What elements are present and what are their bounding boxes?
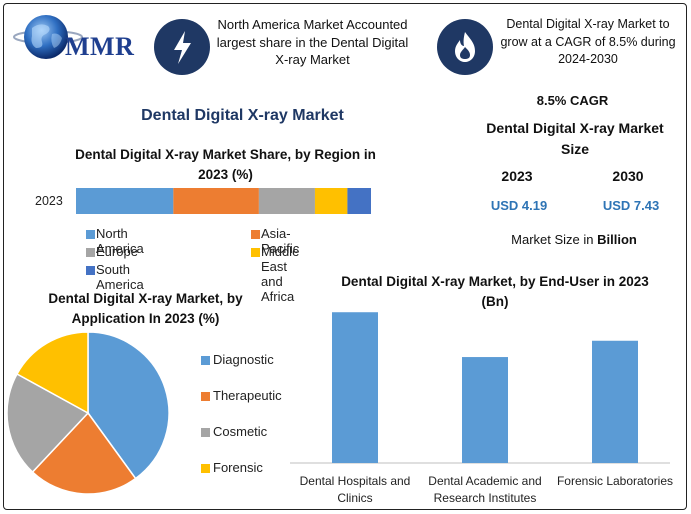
end-user-category-label-dental-academic-and-research-institutes: Dental Academic and Research Institutes [428, 474, 542, 505]
lightning-icon [154, 19, 210, 75]
pie-slice-forensic [16, 331, 89, 415]
region-bar-segment-middle-east-and-africa [314, 188, 348, 214]
year-2023: 2023 [501, 168, 533, 184]
logo-text: MMR [65, 32, 135, 61]
pie-slice-cosmetic [6, 372, 90, 474]
end-user-bar-dental-hospitals-and-clinics [332, 312, 378, 463]
year-2030: 2030 [612, 168, 644, 184]
pie-legend-label-cosmetic: Cosmetic [213, 424, 268, 439]
legend-label-north-america: North America [96, 226, 144, 256]
main-title: Dental Digital X-ray Market [141, 107, 344, 124]
legend-label-middle-east-and-africa: Middle East and Africa [261, 244, 300, 304]
value-2023: USD 4.19 [490, 198, 548, 213]
legend-label-asia-pacific: Asia-Pacific [261, 226, 300, 256]
region-year-label: 2023 [35, 194, 63, 208]
header-info-2: Dental Digital X-ray Market to grow at a… [500, 17, 676, 66]
application-pie-chart [6, 331, 170, 495]
pie-legend-swatch-therapeutic [201, 392, 210, 401]
pie-legend-label-diagnostic: Diagnostic [213, 352, 274, 367]
region-bar-segment-asia-pacific [173, 188, 259, 214]
region-bar-segment-north-america [76, 188, 174, 214]
pie-legend-swatch-diagnostic [201, 356, 210, 365]
end-user-bar-chart [290, 312, 670, 464]
end-user-bar-dental-academic-and-research-institutes [462, 357, 508, 463]
size-note: Market Size in Billion [480, 232, 668, 247]
pie-legend-swatch-cosmetic [201, 428, 210, 437]
end-user-category-label-forensic-laboratories: Forensic Laboratories [556, 474, 674, 488]
pie-legend-label-therapeutic: Therapeutic [213, 388, 282, 403]
end-user-category-label-dental-hospitals-and-clinics: Dental Hospitals and Clinics [299, 474, 411, 505]
legend-swatch-south-america [86, 266, 95, 275]
legend-swatch-europe [86, 248, 95, 257]
flame-icon [437, 19, 493, 75]
application-chart-title: Dental Digital X-ray Market, by Applicat… [48, 291, 243, 326]
legend-swatch-middle-east-and-africa [251, 248, 260, 257]
legend-swatch-asia-pacific [251, 230, 260, 239]
pie-legend-swatch-forensic [201, 464, 210, 473]
region-bar-segment-south-america [347, 188, 371, 214]
header-info-1: North America Market Accounted largest s… [216, 17, 409, 67]
size-note-unit: Billion [597, 232, 637, 247]
pie-slice-therapeutic [31, 411, 137, 495]
size-note-prefix: Market Size in [511, 232, 598, 247]
pie-slice-diagnostic [87, 331, 170, 480]
legend-label-europe: Europe [96, 244, 138, 259]
size-title: Dental Digital X-ray Market Size [486, 120, 664, 157]
globe-icon [13, 15, 83, 59]
pie-legend-label-forensic: Forensic [213, 460, 263, 475]
legend-swatch-north-america [86, 230, 95, 239]
logo: MMR [10, 10, 140, 65]
end-user-bar-forensic-laboratories [592, 340, 638, 463]
region-stacked-bar [76, 188, 371, 214]
region-bar-segment-europe [258, 188, 315, 214]
legend-label-south-america: South America [96, 262, 144, 292]
end-user-chart-title: Dental Digital X-ray Market, by End-User… [341, 274, 649, 309]
value-2030: USD 7.43 [602, 198, 660, 213]
region-chart-title: Dental Digital X-ray Market Share, by Re… [75, 147, 376, 182]
cagr-label: 8.5% CAGR [536, 93, 609, 108]
